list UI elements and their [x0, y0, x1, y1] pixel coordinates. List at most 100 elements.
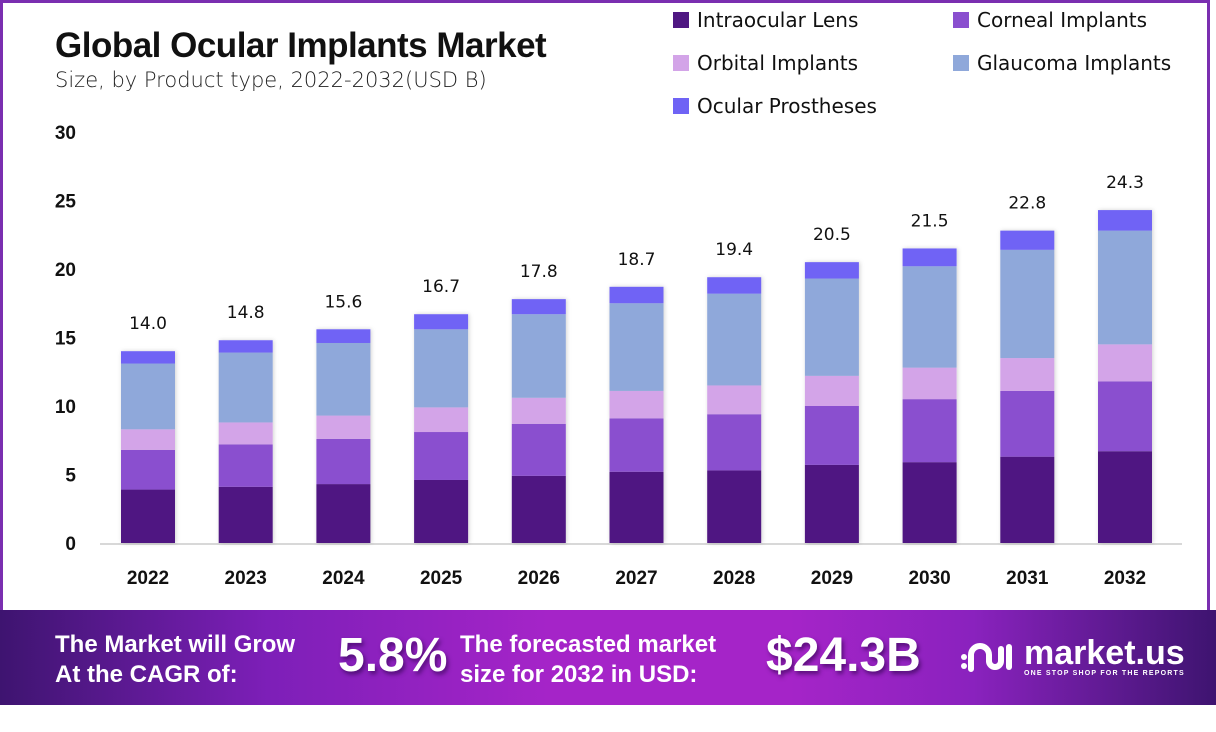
- forecast-caption-line2: size for 2032 in USD:: [460, 661, 698, 688]
- legend-label: Corneal Implants: [977, 8, 1148, 32]
- bar-segment-intraocular-lens: [511, 475, 566, 543]
- x-tick-label: 2023: [225, 568, 267, 589]
- forecast-caption: The forecasted market size for 2032 in U…: [460, 630, 716, 690]
- cagr-caption-line2: At the CAGR of:: [55, 661, 238, 688]
- x-tick-label: 2028: [713, 568, 755, 589]
- chart-title: Global Ocular Implants Market: [55, 26, 547, 65]
- bar-segment-ocular-prostheses: [1098, 210, 1152, 231]
- total-label: 18.7: [618, 250, 656, 270]
- total-label: 17.8: [520, 262, 558, 282]
- brand-name: market.us: [1024, 634, 1185, 672]
- forecast-value: $24.3B: [766, 629, 921, 682]
- bar-stack-2023: [218, 340, 273, 543]
- bar-segment-orbital-implants: [609, 390, 664, 419]
- summary-banner: The Market will Grow At the CAGR of: 5.8…: [0, 610, 1216, 705]
- bar-segment-corneal-implants: [414, 432, 469, 480]
- bar-segment-intraocular-lens: [1098, 451, 1152, 543]
- bar-stack-2022: [121, 351, 175, 543]
- bar-stack-2024: [316, 329, 371, 543]
- bar-segment-corneal-implants: [511, 423, 566, 476]
- x-tick-label: 2030: [908, 568, 950, 589]
- bar-stack-2028: [707, 277, 762, 543]
- bar-segment-glaucoma-implants: [902, 266, 957, 368]
- bar-segment-glaucoma-implants: [511, 314, 566, 398]
- bar-segment-intraocular-lens: [316, 484, 371, 543]
- x-axis: 2022 2023 2024 2025 2026 2027 2028 2029 2030 2031…: [127, 568, 1146, 589]
- bar-segment-intraocular-lens: [414, 479, 469, 543]
- bar-segment-glaucoma-implants: [316, 342, 371, 416]
- x-tick-label: 2029: [811, 568, 853, 589]
- x-tick-label: 2022: [127, 568, 169, 589]
- bar-segment-ocular-prostheses: [218, 340, 273, 353]
- legend-label: Intraocular Lens: [697, 8, 859, 32]
- bar-stack-2025: [414, 314, 469, 543]
- total-label: 16.7: [422, 277, 460, 297]
- bar-segment-orbital-implants: [707, 385, 762, 415]
- legend-item-orbital-implants: Orbital Implants: [673, 51, 858, 75]
- legend-label: Ocular Prostheses: [697, 94, 877, 118]
- bar-segment-glaucoma-implants: [1000, 249, 1055, 359]
- cagr-caption-line1: The Market will Grow: [55, 631, 296, 658]
- bar-segment-corneal-implants: [1000, 390, 1055, 457]
- bar-segment-glaucoma-implants: [414, 329, 469, 408]
- legend-item-corneal-implants: Corneal Implants: [953, 8, 1147, 32]
- cagr-value: 5.8%: [338, 629, 448, 682]
- bar-segment-ocular-prostheses: [414, 314, 469, 330]
- bar-segment-glaucoma-implants: [804, 278, 859, 376]
- bar-segment-corneal-implants: [902, 399, 957, 463]
- x-tick-label: 2025: [420, 568, 463, 589]
- y-tick-label: 20: [55, 260, 76, 281]
- forecast-caption-line1: The forecasted market: [460, 631, 717, 658]
- bar-segment-corneal-implants: [804, 406, 859, 465]
- bar-stack-2029: [804, 262, 859, 543]
- chart-subtitle: Size, by Product type, 2022-2032(USD B): [55, 68, 487, 92]
- y-tick-label: 15: [55, 329, 77, 350]
- bar-segment-orbital-implants: [511, 397, 566, 424]
- market-us-logo-icon: [960, 637, 1014, 677]
- brand-tagline: ONE STOP SHOP FOR THE REPORTS: [1024, 670, 1185, 677]
- bar-segment-orbital-implants: [414, 407, 469, 433]
- x-tick-label: 2032: [1104, 568, 1146, 589]
- bar-segment-corneal-implants: [707, 414, 762, 471]
- bar-stack-2030: [902, 248, 957, 543]
- total-label: 19.4: [715, 240, 753, 260]
- total-label: 14.0: [129, 314, 167, 334]
- total-label: 20.5: [813, 225, 851, 245]
- bar-segment-glaucoma-implants: [218, 352, 273, 423]
- x-tick-label: 2024: [322, 568, 365, 589]
- bar-segment-orbital-implants: [902, 367, 957, 400]
- bar-segment-ocular-prostheses: [902, 248, 957, 267]
- x-tick-label: 2031: [1006, 568, 1049, 589]
- bar-segment-glaucoma-implants: [121, 363, 175, 430]
- legend-label: Glaucoma Implants: [977, 51, 1172, 75]
- y-tick-label: 30: [55, 123, 76, 144]
- y-tick-label: 10: [55, 397, 76, 418]
- cagr-caption: The Market will Grow At the CAGR of:: [55, 630, 295, 690]
- bar-stack-2032: [1098, 210, 1152, 543]
- bar-segment-ocular-prostheses: [511, 299, 566, 315]
- bar-segment-ocular-prostheses: [804, 262, 859, 279]
- bar-segment-corneal-implants: [121, 449, 175, 490]
- bar-segment-orbital-implants: [121, 429, 175, 450]
- legend-swatch: [673, 12, 689, 28]
- bar-segment-corneal-implants: [1098, 381, 1152, 452]
- brand-text: market.us ONE STOP SHOP FOR THE REPORTS: [1024, 636, 1185, 677]
- bar-segment-ocular-prostheses: [316, 329, 371, 343]
- bar-segment-glaucoma-implants: [1098, 230, 1152, 345]
- total-label: 15.6: [324, 292, 362, 312]
- bar-segment-intraocular-lens: [609, 471, 664, 543]
- bar-segment-orbital-implants: [1098, 344, 1152, 382]
- x-tick-label: 2027: [615, 568, 657, 589]
- y-tick-label: 25: [55, 192, 77, 213]
- total-label: 21.5: [911, 211, 949, 231]
- bar-segment-corneal-implants: [316, 438, 371, 485]
- bar-segment-ocular-prostheses: [121, 351, 175, 364]
- legend-swatch: [673, 98, 689, 114]
- legend-swatch: [953, 12, 969, 28]
- bar-segment-ocular-prostheses: [1000, 230, 1055, 250]
- y-tick-label: 0: [65, 534, 76, 555]
- bar-segment-glaucoma-implants: [609, 303, 664, 391]
- bar-segment-corneal-implants: [609, 418, 664, 472]
- bar-segment-orbital-implants: [316, 415, 371, 439]
